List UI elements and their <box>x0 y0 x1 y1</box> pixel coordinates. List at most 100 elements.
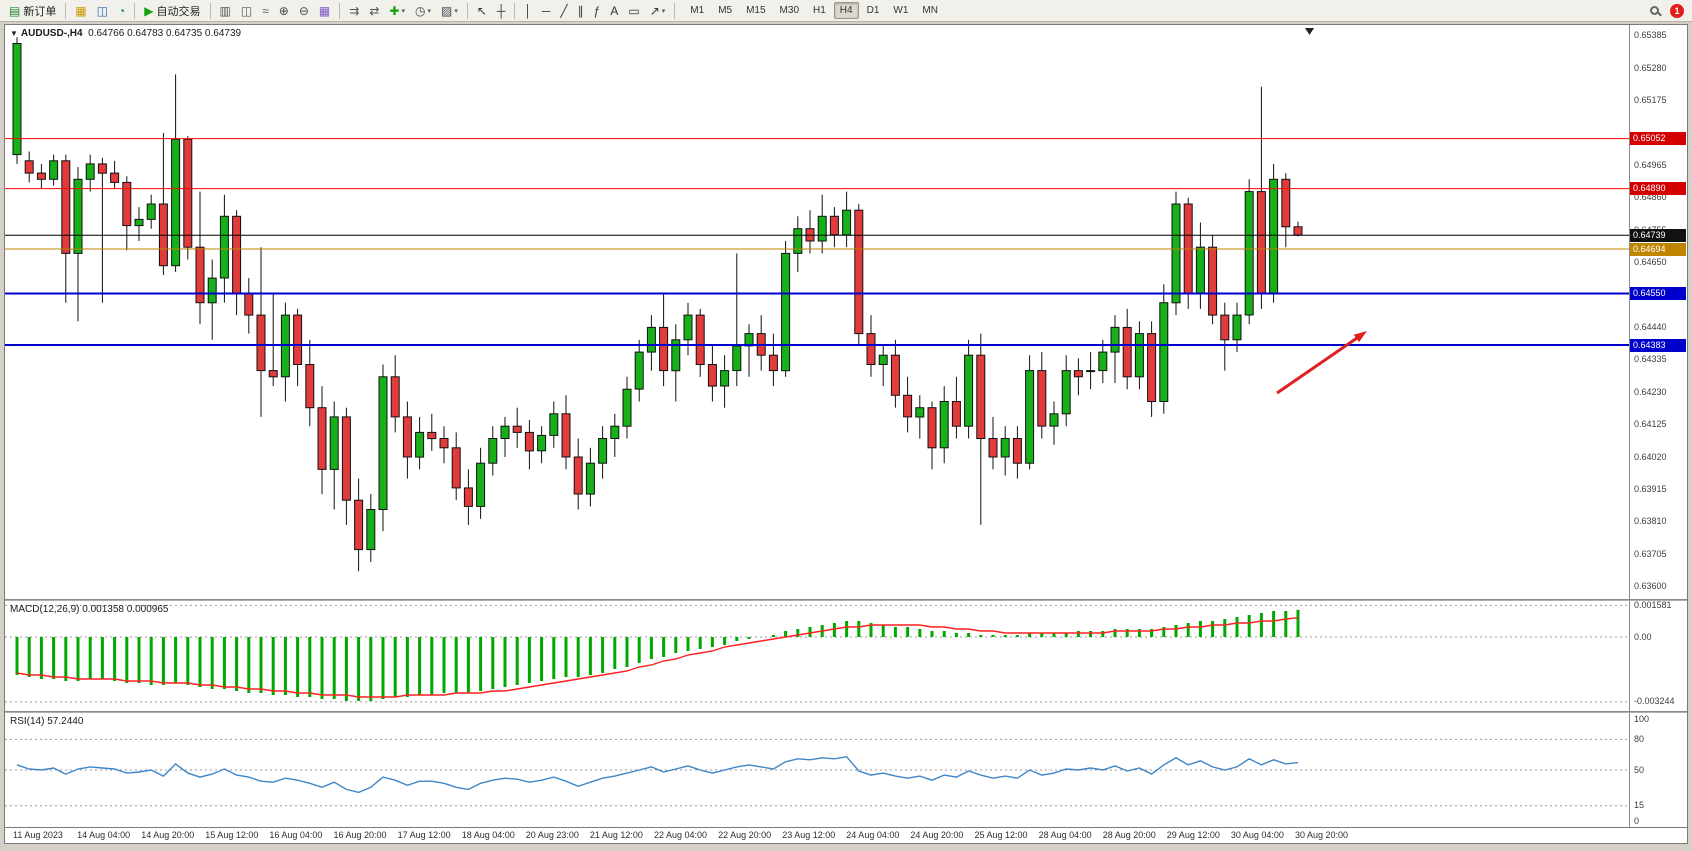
indicators-add-button[interactable]: ✚ ▾ <box>385 2 409 20</box>
macd-signal-value: 0.000965 <box>126 604 169 615</box>
macd-chart-svg[interactable] <box>5 601 1629 711</box>
price-chart-svg[interactable] <box>5 25 1629 599</box>
vertical-line-tool[interactable]: │ <box>520 2 536 20</box>
time-axis[interactable]: 11 Aug 2023 14 Aug 04:00 14 Aug 20:00 15 Au… <box>5 827 1687 843</box>
label-tool[interactable]: ▭ <box>624 2 643 20</box>
timeframe-D1[interactable]: D1 <box>866 5 880 16</box>
time-axis-label: 30 Aug 04:00 <box>1230 830 1284 840</box>
price-level-tag: 0.65052 <box>1630 132 1686 146</box>
auto-scroll-icon[interactable]: ⇉ <box>345 2 363 20</box>
dropdown-arrow-icon: ▾ <box>454 7 458 15</box>
price-level-tag: 0.64694 <box>1630 242 1686 256</box>
macd-histogram <box>15 609 1300 701</box>
text-tool[interactable]: A <box>606 2 622 20</box>
new-order-button[interactable]: ▤ 新订单 <box>5 2 60 20</box>
label-icon: ▭ <box>628 3 640 18</box>
timeframe-MN[interactable]: MN <box>922 5 938 16</box>
bar-chart-icon[interactable]: ▥ <box>216 2 235 20</box>
line-chart-icon: ≈ <box>262 3 269 18</box>
price-tick-label: 0.64440 <box>1634 321 1667 332</box>
candlestick-chart-icon[interactable]: ◫ <box>237 2 256 20</box>
macd-main-value: 0.001358 <box>82 604 124 615</box>
templates-icon: ▨ <box>440 3 453 18</box>
line-chart-icon[interactable]: ≈ <box>258 2 273 20</box>
tile-windows-icon[interactable]: ▦ <box>315 2 334 20</box>
market-watch-icon[interactable]: ▦ <box>71 2 90 20</box>
chart-shift-icon[interactable]: ⇄ <box>365 2 383 20</box>
indicators-add-icon: ✚ <box>389 3 400 18</box>
pane-splitter[interactable] <box>5 599 1687 601</box>
price-pane[interactable]: ▼ AUDUSD-,H4 0.64766 0.64783 0.64735 0.64… <box>5 25 1687 599</box>
new-order-button-label: 新订单 <box>23 5 57 18</box>
zoom-in-icon: ⊕ <box>278 3 289 18</box>
macd-tick-label: 0.001581 <box>1634 599 1672 610</box>
timeframe-M5[interactable]: M5 <box>718 5 733 16</box>
timeframe-M1[interactable]: M1 <box>690 5 705 16</box>
timeframe-toolbar: M1 M5 M15 M30 H1 H4 D1 W1 MN <box>683 2 945 19</box>
time-axis-label: 22 Aug 20:00 <box>718 830 772 840</box>
periods-button[interactable]: ◷ ▾ <box>411 2 435 20</box>
price-tick-label: 0.64020 <box>1634 451 1667 462</box>
macd-name: MACD(12,26,9) <box>10 604 80 615</box>
rsi-tick-label: 15 <box>1634 800 1645 811</box>
horizontal-line-tool[interactable]: ─ <box>538 2 555 20</box>
rsi-axis[interactable]: 100 80 50 15 0 <box>1629 713 1687 827</box>
price-axis[interactable]: 0.65385 0.65280 0.65175 0.64965 0.64860 0.647… <box>1629 25 1687 599</box>
timeframe-M15[interactable]: M15 <box>746 5 766 16</box>
arrows-tool[interactable]: ↗ ▾ <box>646 2 670 20</box>
collapse-icon[interactable]: ▼ <box>10 29 18 38</box>
time-axis-label: 24 Aug 04:00 <box>846 830 900 840</box>
price-level-tag: 0.64550 <box>1630 286 1686 300</box>
level-lines-layer <box>5 138 1629 346</box>
channel-tool[interactable]: ∥ <box>574 2 588 20</box>
notification-badge[interactable]: 1 <box>1670 3 1684 18</box>
time-axis-label: 18 Aug 04:00 <box>461 830 515 840</box>
chart-shift-marker[interactable] <box>1305 28 1314 35</box>
toolbar-separator <box>134 2 136 19</box>
search-icon[interactable] <box>1646 2 1663 20</box>
zoom-out-icon[interactable]: ⊖ <box>295 2 313 20</box>
timeframe-H1[interactable]: H1 <box>813 5 826 16</box>
magnifier-icon <box>1650 6 1659 15</box>
macd-level-lines <box>5 604 1629 703</box>
cursor-tool-button[interactable]: ↖ <box>473 2 491 20</box>
trendline-tool[interactable]: ╱ <box>556 2 571 20</box>
timeframe-W1[interactable]: W1 <box>893 5 909 16</box>
ohlc-values: 0.64766 0.64783 0.64735 0.64739 <box>88 28 242 39</box>
terminal-icon[interactable]: ◔ <box>114 2 129 20</box>
zoom-out-icon: ⊖ <box>298 3 309 18</box>
text-icon: A <box>610 3 619 18</box>
time-axis-label: 28 Aug 04:00 <box>1038 830 1092 840</box>
price-tick-label: 0.63915 <box>1634 483 1667 494</box>
templates-button[interactable]: ▨ ▾ <box>437 2 462 20</box>
fibonacci-icon: ƒ <box>593 3 601 18</box>
macd-pane[interactable]: MACD(12,26,9) 0.001358 0.000965 0.001581… <box>5 599 1687 711</box>
periods-clock-icon: ◷ <box>414 3 426 18</box>
macd-signal-line <box>16 617 1299 698</box>
toolbar-separator <box>466 2 468 19</box>
timeframe-M30[interactable]: M30 <box>779 5 799 16</box>
autotrading-button[interactable]: ▶ 自动交易 <box>140 2 204 20</box>
toolbar-separator <box>209 2 211 19</box>
tile-windows-icon: ▦ <box>318 3 331 18</box>
rsi-pane[interactable]: RSI(14) 57.2440 100 80 50 15 0 <box>5 713 1687 827</box>
zoom-in-icon[interactable]: ⊕ <box>275 2 293 20</box>
rsi-tick-label: 100 <box>1634 713 1650 724</box>
fibonacci-tool[interactable]: ƒ <box>590 2 605 20</box>
navigator-icon[interactable]: ◫ <box>93 2 112 20</box>
macd-axis[interactable]: 0.001581 0.00 -0.003244 <box>1629 599 1687 711</box>
chart-window: ▼ AUDUSD-,H4 0.64766 0.64783 0.64735 0.64… <box>4 24 1688 844</box>
time-axis-label: 25 Aug 12:00 <box>974 830 1028 840</box>
time-axis-label: 16 Aug 20:00 <box>333 830 387 840</box>
trendline-icon: ╱ <box>560 3 568 18</box>
crosshair-tool-button[interactable]: ┼ <box>493 2 510 20</box>
price-tick-label: 0.64230 <box>1634 386 1667 397</box>
rsi-chart-svg[interactable] <box>5 713 1629 827</box>
arrows-icon: ↗ <box>649 3 660 18</box>
pane-splitter[interactable] <box>5 711 1687 713</box>
auto-scroll-icon: ⇉ <box>349 3 360 18</box>
market-watch-icon: ▦ <box>75 3 87 18</box>
timeframe-H4[interactable]: H4 <box>833 2 859 19</box>
rsi-name: RSI(14) <box>10 716 45 727</box>
autotrading-icon: ▶ <box>144 3 154 18</box>
